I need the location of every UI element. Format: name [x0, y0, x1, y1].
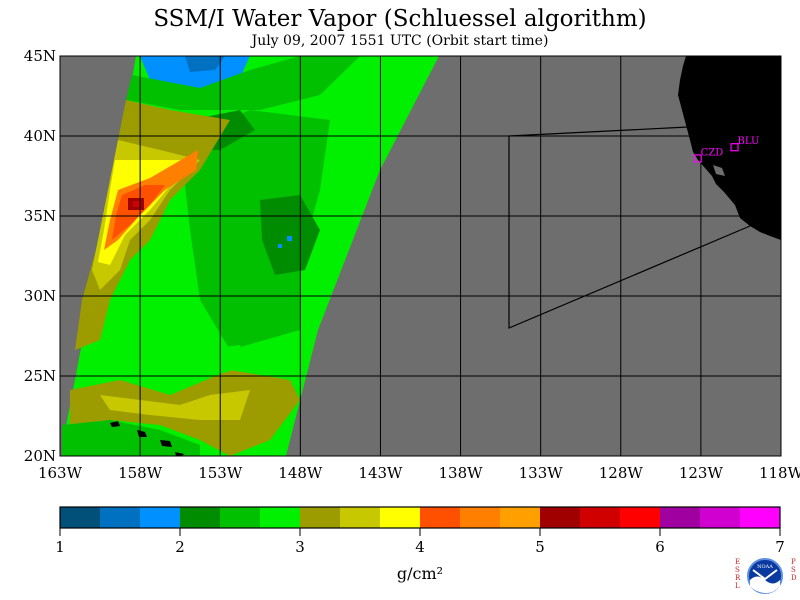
grid-lines: [60, 56, 781, 456]
colorbar-swatch: [420, 507, 460, 528]
colorbar-swatch: [620, 507, 660, 528]
lat-label: 40N: [24, 127, 56, 145]
colorbar-unit-label: g/cm²: [397, 564, 443, 583]
badge-wave: [750, 576, 780, 594]
colorbar-swatch: [580, 507, 620, 528]
colorbar: 1 2 3 4 5 6 7: [55, 506, 785, 556]
station-marker-icon: [693, 154, 702, 163]
moist-core-inner: [133, 201, 139, 207]
colorbar-swatch: [260, 507, 300, 528]
colorbar-swatch: [60, 507, 100, 528]
colorbar-tick-label: 2: [175, 538, 185, 556]
lon-label: 133W: [519, 464, 564, 482]
map-title: SSM/I Water Vapor (Schluessel algorithm): [153, 6, 647, 32]
lon-label: 158W: [118, 464, 163, 482]
land-north-america: [678, 56, 781, 240]
colorbar-tick-label: 5: [535, 538, 545, 556]
colorbar-tick-label: 6: [655, 538, 665, 556]
colorbar-swatch: [380, 507, 420, 528]
swath-yellow-band: [98, 160, 195, 265]
lat-label: 30N: [24, 287, 56, 305]
swath-green-south: [62, 420, 200, 456]
map-subtitle: July 09, 2007 1551 UTC (Orbit start time…: [251, 33, 549, 49]
lat-label: 25N: [24, 367, 56, 385]
swath-redorange-band: [112, 185, 165, 240]
station-marker-icon: [730, 143, 739, 152]
lon-label: 118W: [759, 464, 800, 482]
lon-label: 128W: [599, 464, 644, 482]
hawaii-island-1: [110, 421, 120, 427]
station-label: CZD: [701, 147, 724, 158]
colorbar-tick-label: 4: [415, 538, 425, 556]
colorbar-swatch: [740, 507, 780, 528]
colorbar-swatch: [500, 507, 540, 528]
lon-label: 163W: [38, 464, 83, 482]
hawaii-island-3: [160, 440, 172, 447]
hawaii-island-2: [137, 430, 147, 437]
badge-gull: [752, 569, 778, 581]
colorbar-swatch: [300, 507, 340, 528]
swath-yellowish-south: [100, 390, 250, 420]
swath-green-north: [126, 56, 360, 110]
lat-label: 45N: [24, 47, 56, 65]
lon-label: 123W: [679, 464, 724, 482]
colorbar-swatch: [220, 507, 260, 528]
logo-badge-text: NOAA: [757, 564, 773, 570]
lon-label: 138W: [439, 464, 484, 482]
colorbar-swatch: [180, 507, 220, 528]
swath-darkblue-north: [185, 56, 225, 72]
latitude-labels: 45N 40N 35N 30N 25N 20N: [24, 47, 56, 465]
lon-label: 153W: [198, 464, 243, 482]
swath-green-mid-south: [100, 330, 250, 380]
colorbar-tick-label: 7: [775, 538, 785, 556]
colorbar-swatch: [340, 507, 380, 528]
land-bay-notch: [713, 165, 725, 176]
longitude-labels: 163W 158W 153W 148W 143W 138W 133W 128W 123W 118W: [38, 464, 800, 482]
swath-layer: [62, 56, 439, 456]
swath-darkgreen-1: [260, 195, 320, 275]
colorbar-swatch: [540, 507, 580, 528]
area-outline: [508, 126, 751, 329]
hawaii-island-4: [175, 452, 184, 456]
colorbar-swatch: [660, 507, 700, 528]
colorbar-tick-label: 3: [295, 538, 305, 556]
colorbar-swatch: [700, 507, 740, 528]
station-label: BLU: [738, 136, 760, 147]
colorbar-swatch: [460, 507, 500, 528]
station-markers: CZD BLU: [693, 136, 760, 163]
lon-label: 148W: [278, 464, 323, 482]
swath-green-mid: [180, 110, 330, 350]
colorbar-swatch: [100, 507, 140, 528]
dry-spot-1: [287, 236, 292, 241]
colorbar-tick-label: 1: [55, 538, 65, 556]
colorbar-swatch: [140, 507, 180, 528]
dry-spot-2: [278, 244, 282, 248]
map-frame: [59, 55, 782, 457]
lon-label: 143W: [358, 464, 403, 482]
lat-label: 20N: [24, 447, 56, 465]
lat-label: 35N: [24, 207, 56, 225]
